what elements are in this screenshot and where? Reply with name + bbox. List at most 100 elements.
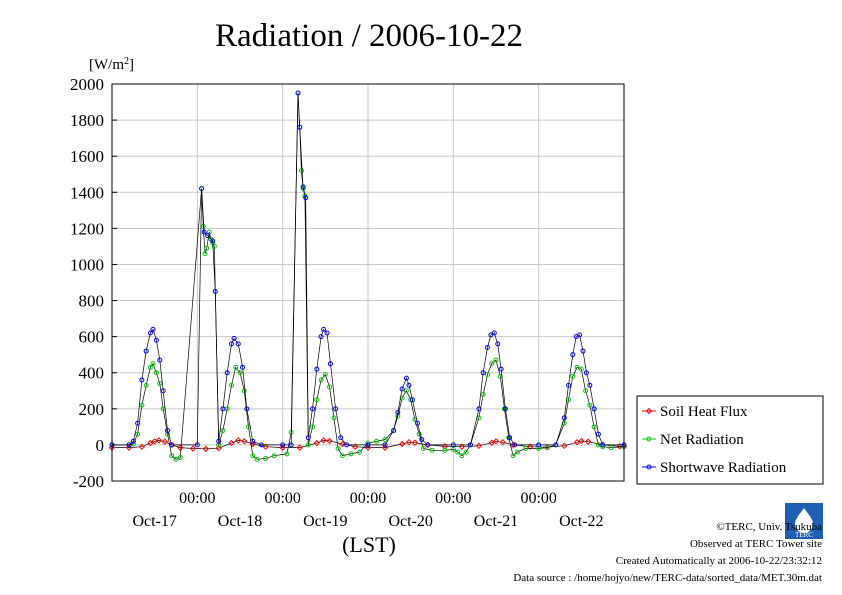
- data-point: [327, 361, 333, 367]
- data-point: [204, 245, 210, 251]
- data-point: [455, 449, 461, 455]
- data-point: [220, 406, 226, 412]
- data-point: [411, 439, 419, 446]
- data-point: [220, 427, 226, 433]
- observed-text: Observed at TERC Tower site: [689, 538, 822, 550]
- data-point: [147, 364, 153, 370]
- data-point: [495, 341, 501, 347]
- data-point: [250, 453, 256, 459]
- data-point: [150, 326, 156, 332]
- date-tick-label: Oct-18: [218, 513, 262, 530]
- data-point: [578, 366, 584, 372]
- series-line: [112, 92, 624, 446]
- data-point: [450, 442, 456, 448]
- y-tick-label: 1200: [70, 219, 104, 238]
- data-point: [526, 443, 534, 450]
- data-point: [561, 415, 567, 421]
- y-tick-label: 0: [96, 436, 105, 455]
- data-point: [467, 442, 473, 448]
- legend-label: Net Radiation: [660, 432, 744, 448]
- data-point: [512, 442, 518, 448]
- data-point: [348, 451, 354, 457]
- legend-item: Soil Heat Flux: [642, 404, 748, 420]
- data-point: [262, 443, 269, 450]
- data-point: [429, 447, 435, 453]
- legend-box: [636, 395, 824, 485]
- data-point: [147, 330, 153, 336]
- data-point: [147, 439, 154, 447]
- data-point: [310, 406, 316, 412]
- data-point: [480, 370, 486, 376]
- data-point: [177, 455, 183, 461]
- y-tick-label: 800: [79, 292, 105, 311]
- plot-frame: [111, 83, 625, 482]
- data-point: [296, 444, 303, 451]
- data-point: [125, 444, 133, 451]
- data-point: [458, 443, 466, 450]
- data-point: [305, 435, 311, 441]
- data-point: [228, 341, 234, 347]
- legend: Soil Heat Flux Net Radiation Shortwave Rad…: [636, 395, 824, 485]
- data-point: [344, 442, 350, 448]
- data-point: [153, 370, 159, 376]
- data-point: [202, 251, 208, 257]
- data-point: [314, 366, 320, 372]
- data-point: [235, 341, 241, 347]
- data-point: [143, 382, 149, 388]
- legend-label: Shortwave Radiation: [660, 460, 787, 476]
- data-point: [169, 442, 175, 448]
- x-axis-label: (LST): [342, 532, 396, 557]
- data-point: [399, 386, 405, 392]
- date-tick-label: Oct-19: [303, 513, 347, 530]
- data-point: [205, 233, 211, 239]
- data-point: [374, 438, 380, 444]
- data-point: [194, 442, 200, 448]
- data-point: [233, 364, 239, 370]
- data-point: [314, 397, 320, 403]
- data-point: [502, 406, 508, 412]
- data-point: [173, 456, 179, 462]
- data-point: [405, 438, 413, 446]
- data-point: [160, 388, 166, 394]
- data-point: [288, 442, 294, 448]
- data-point: [566, 382, 572, 388]
- data-point: [271, 453, 277, 459]
- data-point: [583, 370, 589, 376]
- date-tick-label: Oct-20: [388, 513, 432, 530]
- water-drop-icon: [795, 508, 813, 533]
- data-point: [491, 330, 497, 336]
- data-point: [488, 439, 495, 446]
- data-point: [382, 442, 388, 448]
- y-axis-label-superscript: 2: [124, 56, 129, 67]
- data-point: [365, 442, 371, 448]
- data-point: [574, 364, 580, 370]
- y-tick-label: 1800: [70, 111, 104, 130]
- data-point: [177, 444, 184, 451]
- data-point: [164, 427, 170, 433]
- data-point: [211, 243, 217, 249]
- data-point: [139, 377, 145, 383]
- data-point: [237, 370, 243, 376]
- data-point: [201, 229, 207, 235]
- data-point: [320, 437, 327, 444]
- data-point: [403, 375, 409, 381]
- data-point: [584, 438, 592, 445]
- time-tick-label: 00:00: [520, 490, 556, 507]
- data-point: [587, 382, 593, 388]
- y-axis-label-text: [W/m: [89, 57, 124, 73]
- data-point: [509, 441, 517, 449]
- legend-item: Net Radiation: [642, 432, 744, 448]
- y-tick-label: 600: [79, 328, 105, 347]
- data-point: [419, 436, 425, 442]
- data-point: [395, 409, 401, 415]
- data-point: [157, 357, 163, 363]
- data-point: [510, 453, 516, 459]
- data-point: [414, 420, 420, 426]
- data-point: [157, 381, 163, 387]
- data-point: [480, 391, 486, 397]
- data-point: [493, 357, 499, 363]
- data-point: [279, 444, 286, 451]
- data-point: [135, 431, 141, 437]
- data-point: [420, 446, 426, 452]
